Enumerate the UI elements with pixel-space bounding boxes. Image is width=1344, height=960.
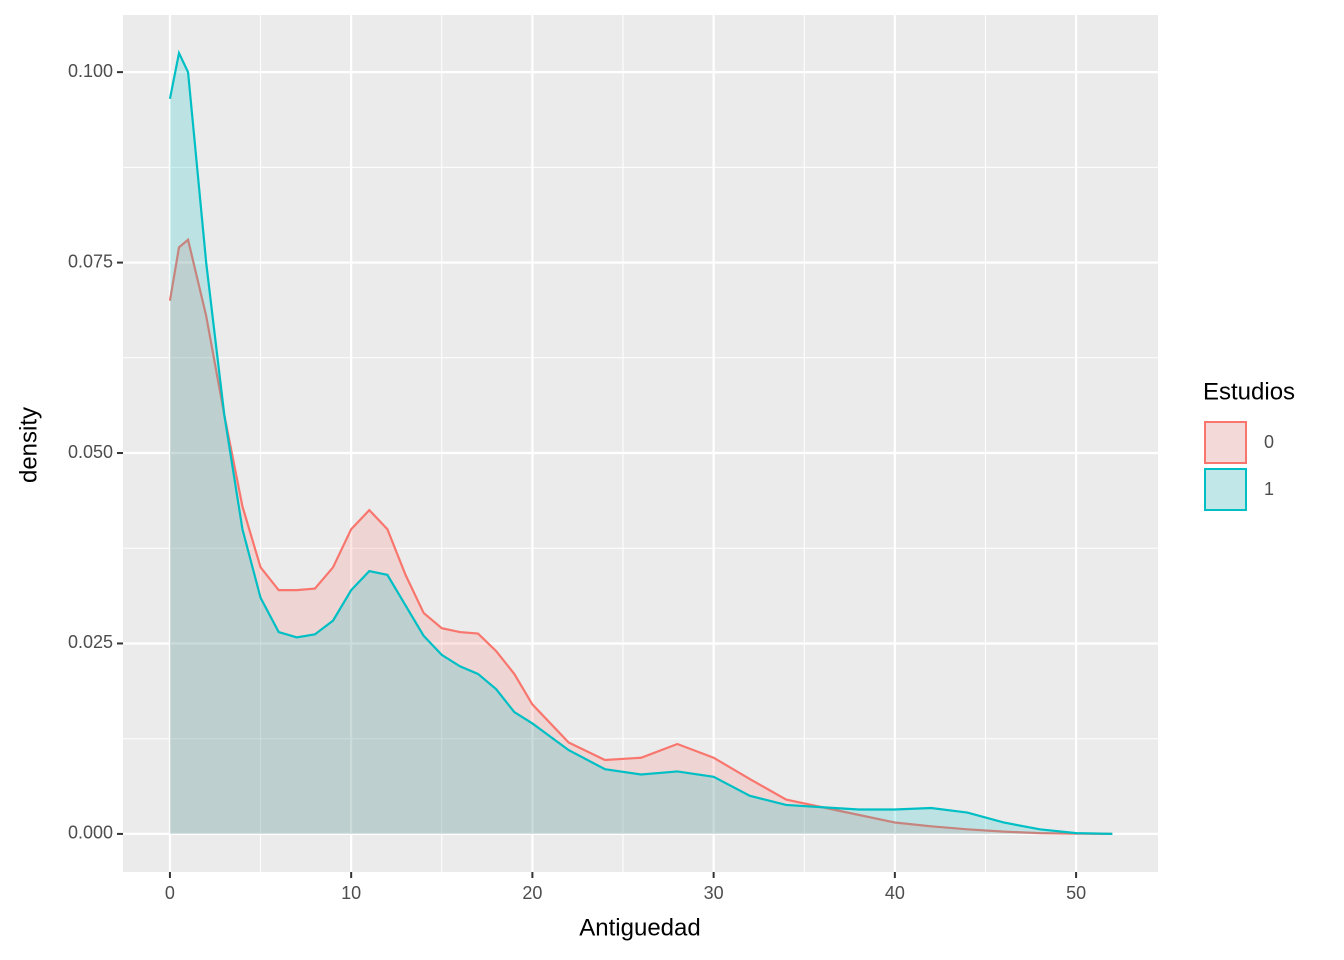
y-axis-title: density <box>15 407 42 483</box>
legend-key-bg <box>1204 468 1247 511</box>
density-line <box>168 237 1113 836</box>
x-tick-label: 20 <box>522 883 542 903</box>
legend-title: Estudios <box>1203 378 1295 405</box>
y-tick-label: 0.000 <box>68 823 113 843</box>
x-tick-label: 0 <box>165 883 175 903</box>
y-tick-label: 0.100 <box>68 61 113 81</box>
legend-label: 1 <box>1264 479 1274 499</box>
x-tick-label: 40 <box>885 883 905 903</box>
y-tick-label: 0.025 <box>68 632 113 652</box>
legend-key <box>1204 421 1247 464</box>
y-tick-label: 0.075 <box>68 251 113 271</box>
density-line <box>168 49 1113 836</box>
x-tick-label: 30 <box>704 883 724 903</box>
density-area <box>169 239 1113 834</box>
legend-label: 0 <box>1264 432 1274 452</box>
x-tick-label: 50 <box>1066 883 1086 903</box>
x-tick-label: 10 <box>341 883 361 903</box>
legend-key-bg <box>1204 421 1247 464</box>
y-tick-label: 0.050 <box>68 442 113 462</box>
density-area <box>169 53 1113 834</box>
legend-key <box>1204 468 1247 511</box>
x-axis-title: Antiguedad <box>579 914 700 941</box>
